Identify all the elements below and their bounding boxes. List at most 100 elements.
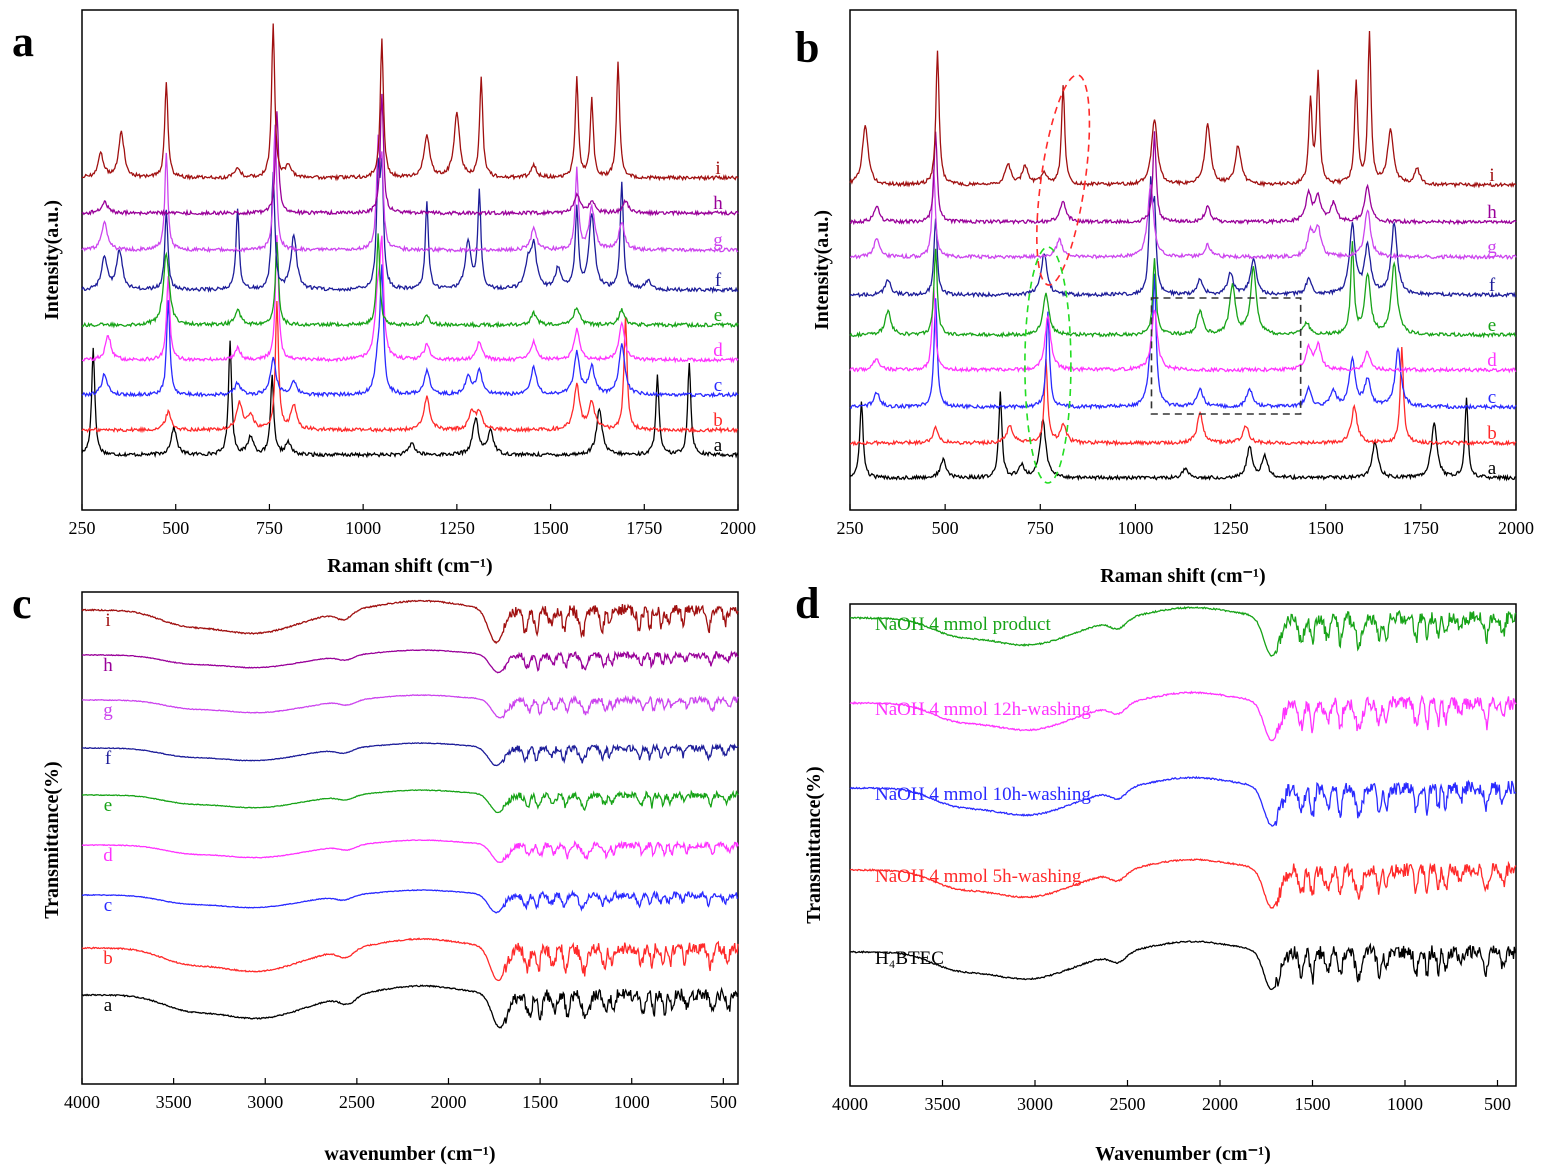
legend-labels-d: H₄BTEC NaOH 4 mmol 5h-washing NaOH 4 mmol …: [875, 614, 1091, 969]
series-line-a: [81, 340, 739, 459]
series-line-f: [849, 176, 1517, 299]
x-tick-label: 2000: [720, 518, 756, 538]
trace-label-h: h: [1487, 202, 1497, 223]
series-line-d: [81, 839, 739, 863]
trace-label-c: c: [104, 895, 112, 916]
x-tick-label: 750: [256, 518, 283, 538]
x-tick-label: 2000: [1498, 518, 1534, 538]
x-tick-label: 1500: [522, 1092, 558, 1112]
trace-label-a: a: [714, 435, 723, 456]
x-tick-label: 3500: [156, 1092, 192, 1112]
series-line-c: [81, 264, 739, 399]
series-line-g: [81, 694, 739, 719]
panel-letter-a: a: [12, 17, 34, 66]
y-axis-title-d: Transmittance(%): [803, 766, 825, 923]
trace-label-e: e: [1488, 315, 1496, 336]
series-line-i: [849, 30, 1517, 189]
trace-label-i: i: [715, 158, 720, 179]
x-tick-label: 750: [1027, 518, 1054, 538]
trace-label-h: h: [103, 655, 113, 676]
series-line-h: [81, 93, 739, 217]
x-tick-label: 2500: [1110, 1094, 1146, 1114]
series-line-a: [81, 984, 739, 1029]
annotation-red-ellipse: [1036, 74, 1091, 286]
series-line-i: [81, 599, 739, 645]
trace-label-d: d: [1487, 350, 1497, 371]
trace-label-d: d: [103, 845, 113, 866]
series-line-H: [849, 940, 1517, 991]
series-line-prod: [849, 606, 1517, 657]
x-tick-label: 1500: [533, 518, 569, 538]
x-tick-label: 500: [710, 1092, 737, 1112]
trace-label-f: f: [1489, 275, 1496, 296]
legend-label-p12: NaOH 4 mmol 12h-washing: [875, 699, 1091, 720]
panel-a: 250 500 750 1000 1250 1500 1750 2000 abcdefghi …: [41, 9, 756, 577]
trace-label-f: f: [715, 270, 722, 291]
traces-a: [81, 23, 739, 459]
x-tick-label: 4000: [832, 1094, 868, 1114]
panel-b: 250 500 750 1000 1250 1500 1750 2000 abcdefghi …: [811, 9, 1534, 587]
trace-label-h: h: [713, 193, 723, 214]
trace-label-g: g: [103, 700, 113, 721]
series-line-f: [82, 741, 739, 767]
x-tick-label: 1250: [439, 518, 475, 538]
legend-label-b10: NaOH 4 mmol 10h-washing: [875, 784, 1091, 805]
x-tick-label: 3000: [247, 1092, 283, 1112]
x-tick-label: 1250: [1213, 518, 1249, 538]
panel-letter-c: c: [12, 579, 32, 628]
series-line-h: [849, 131, 1517, 226]
x-ticks-b: 250 500 750 1000 1250 1500 1750 2000: [837, 504, 1534, 538]
trace-label-i: i: [1489, 165, 1494, 186]
series-line-c: [81, 889, 739, 914]
plot-frame-c: [81, 591, 739, 1085]
trace-label-b: b: [713, 410, 723, 431]
series-line-e: [81, 233, 739, 329]
plot-frame-d: [849, 603, 1517, 1087]
x-tick-label: 1750: [626, 518, 662, 538]
trace-label-e: e: [104, 795, 112, 816]
series-line-b10: [849, 775, 1517, 827]
traces-b: [849, 30, 1517, 482]
x-tick-label: 500: [162, 518, 189, 538]
trace-labels-c: a b c d e f g h i: [103, 610, 113, 1016]
x-tick-label: 2000: [430, 1092, 466, 1112]
series-line-p12: [849, 690, 1517, 742]
x-tick-label: 4000: [64, 1092, 100, 1112]
panel-letter-b: b: [795, 23, 819, 72]
legend-label-H: H₄BTEC: [875, 948, 944, 969]
series-line-b: [850, 346, 1517, 447]
trace-label-b: b: [103, 948, 113, 969]
series-line-d: [81, 235, 739, 364]
series-line-g: [81, 124, 739, 254]
traces-d: [849, 606, 1517, 991]
annotations-b: [1024, 74, 1302, 484]
series-line-e: [849, 241, 1517, 339]
x-tick-label: 1500: [1295, 1094, 1331, 1114]
plot-frame-a: [81, 9, 739, 511]
trace-label-g: g: [1487, 237, 1497, 258]
trace-label-f: f: [105, 748, 112, 769]
series-line-f: [81, 155, 739, 295]
panel-c: 4000 3500 3000 2500 2000 1500 1000 500 a b c d e f g h…: [41, 591, 739, 1165]
x-ticks-c: 4000 3500 3000 2500 2000 1500 1000 500: [64, 1078, 737, 1112]
x-tick-label: 250: [69, 518, 96, 538]
trace-label-b: b: [1487, 423, 1497, 444]
series-line-r5: [849, 858, 1517, 909]
panel-letter-d: d: [795, 579, 819, 628]
series-line-h: [81, 649, 739, 674]
y-axis-title-c: Transmittance(%): [41, 761, 63, 918]
series-line-i: [82, 23, 739, 182]
series-line-c: [849, 273, 1517, 411]
x-tick-label: 1000: [614, 1092, 650, 1112]
series-line-g: [849, 169, 1517, 261]
x-tick-label: 3000: [1017, 1094, 1053, 1114]
traces-c: [81, 599, 739, 1029]
trace-label-g: g: [713, 230, 723, 251]
trace-label-a: a: [1488, 458, 1497, 479]
plot-frame-b: [849, 9, 1517, 511]
trace-label-d: d: [713, 340, 723, 361]
legend-label-r5: NaOH 4 mmol 5h-washing: [875, 866, 1082, 887]
series-line-b: [81, 300, 739, 434]
annotation-dashed-box: [1150, 297, 1302, 415]
